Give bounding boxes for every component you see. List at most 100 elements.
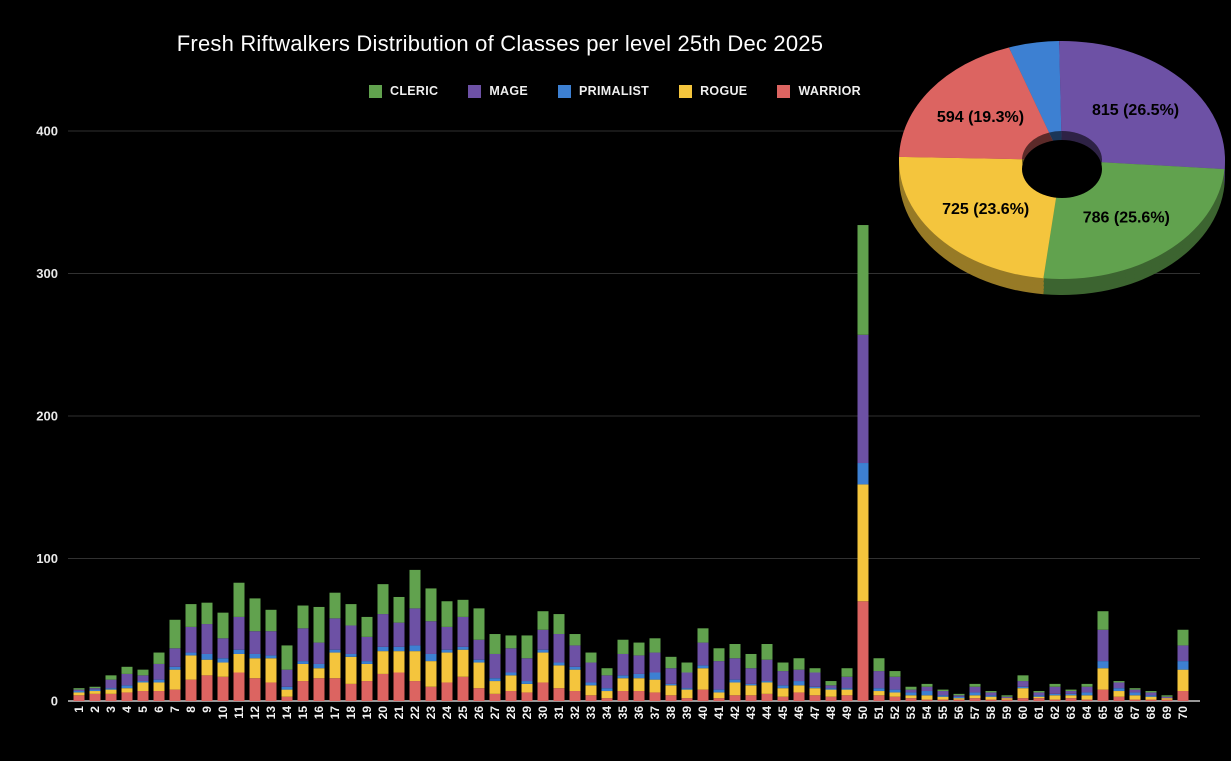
bar-segment-mage-level-63[interactable] bbox=[1065, 691, 1077, 694]
bar-segment-warrior-level-24[interactable] bbox=[441, 682, 453, 701]
bar-segment-rogue-level-8[interactable] bbox=[185, 655, 197, 680]
bar-segment-rogue-level-10[interactable] bbox=[217, 662, 229, 677]
bar-segment-rogue-level-49[interactable] bbox=[841, 689, 853, 696]
bar-segment-primalist-level-55[interactable] bbox=[937, 695, 949, 697]
bar-segment-mage-level-16[interactable] bbox=[313, 642, 325, 664]
bar-segment-cleric-level-16[interactable] bbox=[313, 606, 325, 643]
bar-segment-cleric-level-23[interactable] bbox=[425, 588, 437, 622]
bar-segment-cleric-level-7[interactable] bbox=[169, 619, 181, 649]
bar-segment-rogue-level-62[interactable] bbox=[1049, 695, 1061, 700]
bar-segment-primalist-level-57[interactable] bbox=[969, 692, 981, 696]
bar-segment-cleric-level-54[interactable] bbox=[921, 683, 933, 687]
bar-segment-rogue-level-67[interactable] bbox=[1129, 695, 1141, 700]
bar-segment-primalist-level-64[interactable] bbox=[1081, 692, 1093, 696]
bar-segment-primalist-level-34[interactable] bbox=[601, 688, 613, 692]
bar-segment-warrior-level-7[interactable] bbox=[169, 689, 181, 701]
bar-segment-primalist-level-26[interactable] bbox=[473, 659, 485, 663]
bar-segment-rogue-level-18[interactable] bbox=[345, 656, 357, 684]
bar-segment-cleric-level-3[interactable] bbox=[105, 675, 117, 680]
bar-segment-warrior-level-20[interactable] bbox=[377, 673, 389, 701]
bar-segment-rogue-level-13[interactable] bbox=[265, 658, 277, 683]
bar-segment-cleric-level-15[interactable] bbox=[297, 605, 309, 629]
bar-segment-rogue-level-25[interactable] bbox=[457, 649, 469, 677]
bar-segment-mage-level-47[interactable] bbox=[809, 672, 821, 687]
bar-segment-warrior-level-47[interactable] bbox=[809, 695, 821, 701]
bar-segment-mage-level-69[interactable] bbox=[1161, 696, 1173, 699]
bar-segment-primalist-level-44[interactable] bbox=[761, 681, 773, 683]
bar-segment-primalist-level-68[interactable] bbox=[1145, 695, 1157, 697]
bar-segment-primalist-level-24[interactable] bbox=[441, 649, 453, 653]
bar-segment-primalist-level-37[interactable] bbox=[649, 672, 661, 680]
bar-segment-rogue-level-20[interactable] bbox=[377, 651, 389, 674]
bar-segment-primalist-level-41[interactable] bbox=[713, 689, 725, 693]
bar-segment-mage-level-18[interactable] bbox=[345, 625, 357, 654]
bar-segment-warrior-level-63[interactable] bbox=[1065, 698, 1077, 701]
bar-segment-mage-level-37[interactable] bbox=[649, 652, 661, 673]
bar-segment-rogue-level-24[interactable] bbox=[441, 652, 453, 683]
bar-segment-mage-level-46[interactable] bbox=[793, 669, 805, 682]
bar-segment-warrior-level-15[interactable] bbox=[297, 681, 309, 701]
bar-segment-cleric-level-51[interactable] bbox=[873, 658, 885, 672]
bar-segment-mage-level-58[interactable] bbox=[985, 692, 997, 696]
bar-segment-rogue-level-59[interactable] bbox=[1001, 698, 1013, 700]
bar-segment-rogue-level-48[interactable] bbox=[825, 689, 837, 697]
bar-segment-warrior-level-4[interactable] bbox=[121, 692, 133, 701]
bar-segment-primalist-level-33[interactable] bbox=[585, 682, 597, 686]
bar-segment-cleric-level-38[interactable] bbox=[665, 656, 677, 669]
bar-segment-rogue-level-50[interactable] bbox=[857, 484, 869, 602]
bar-segment-rogue-level-33[interactable] bbox=[585, 685, 597, 696]
bar-segment-rogue-level-65[interactable] bbox=[1097, 668, 1109, 690]
bar-segment-primalist-level-29[interactable] bbox=[521, 681, 533, 684]
bar-segment-rogue-level-40[interactable] bbox=[697, 668, 709, 690]
bar-segment-cleric-level-27[interactable] bbox=[489, 634, 501, 654]
bar-segment-primalist-level-45[interactable] bbox=[777, 685, 789, 689]
bar-segment-mage-level-33[interactable] bbox=[585, 662, 597, 683]
bar-segment-cleric-level-28[interactable] bbox=[505, 635, 517, 649]
bar-segment-warrior-level-33[interactable] bbox=[585, 695, 597, 701]
bar-segment-mage-level-43[interactable] bbox=[745, 668, 757, 684]
bar-segment-rogue-level-21[interactable] bbox=[393, 651, 405, 673]
bar-segment-mage-level-26[interactable] bbox=[473, 639, 485, 660]
bar-segment-warrior-level-32[interactable] bbox=[569, 691, 581, 701]
bar-segment-mage-level-51[interactable] bbox=[873, 671, 885, 689]
bar-segment-cleric-level-65[interactable] bbox=[1097, 611, 1109, 630]
bar-segment-mage-level-25[interactable] bbox=[457, 616, 469, 647]
bar-segment-mage-level-61[interactable] bbox=[1033, 692, 1045, 696]
bar-segment-cleric-level-44[interactable] bbox=[761, 644, 773, 660]
bar-segment-rogue-level-46[interactable] bbox=[793, 685, 805, 693]
bar-segment-warrior-level-52[interactable] bbox=[889, 696, 901, 701]
bar-segment-rogue-level-28[interactable] bbox=[505, 675, 517, 692]
bar-segment-warrior-level-45[interactable] bbox=[777, 696, 789, 701]
bar-segment-cleric-level-45[interactable] bbox=[777, 662, 789, 672]
bar-segment-rogue-level-64[interactable] bbox=[1081, 695, 1093, 700]
bar-segment-warrior-level-64[interactable] bbox=[1081, 699, 1093, 701]
bar-segment-rogue-level-70[interactable] bbox=[1177, 669, 1189, 692]
bar-segment-warrior-level-6[interactable] bbox=[153, 691, 165, 701]
bar-segment-mage-level-12[interactable] bbox=[249, 631, 261, 654]
bar-segment-primalist-level-20[interactable] bbox=[377, 646, 389, 652]
bar-segment-cleric-level-49[interactable] bbox=[841, 668, 853, 677]
bar-segment-cleric-level-48[interactable] bbox=[825, 681, 837, 686]
bar-segment-mage-level-67[interactable] bbox=[1129, 689, 1141, 693]
bar-segment-rogue-level-31[interactable] bbox=[553, 665, 565, 689]
bar-segment-cleric-level-57[interactable] bbox=[969, 683, 981, 687]
bar-segment-warrior-level-5[interactable] bbox=[137, 691, 149, 701]
bar-segment-warrior-level-25[interactable] bbox=[457, 676, 469, 701]
bar-segment-cleric-level-24[interactable] bbox=[441, 601, 453, 627]
bar-segment-primalist-level-40[interactable] bbox=[697, 665, 709, 669]
bar-segment-mage-level-29[interactable] bbox=[521, 658, 533, 682]
bar-segment-primalist-level-50[interactable] bbox=[857, 463, 869, 485]
bar-segment-primalist-level-14[interactable] bbox=[281, 686, 293, 690]
bar-segment-mage-level-56[interactable] bbox=[953, 695, 965, 697]
bar-segment-primalist-level-18[interactable] bbox=[345, 653, 357, 657]
bar-segment-rogue-level-53[interactable] bbox=[905, 695, 917, 699]
bar-segment-warrior-level-9[interactable] bbox=[201, 675, 213, 701]
bar-segment-warrior-level-13[interactable] bbox=[265, 682, 277, 701]
bar-segment-mage-level-22[interactable] bbox=[409, 608, 421, 646]
bar-segment-cleric-level-19[interactable] bbox=[361, 616, 373, 637]
bar-segment-cleric-level-32[interactable] bbox=[569, 634, 581, 646]
bar-segment-primalist-level-5[interactable] bbox=[137, 681, 149, 683]
legend-item-primalist[interactable]: PRIMALIST bbox=[558, 84, 649, 98]
bar-segment-mage-level-50[interactable] bbox=[857, 334, 869, 464]
bar-segment-primalist-level-42[interactable] bbox=[729, 679, 741, 683]
